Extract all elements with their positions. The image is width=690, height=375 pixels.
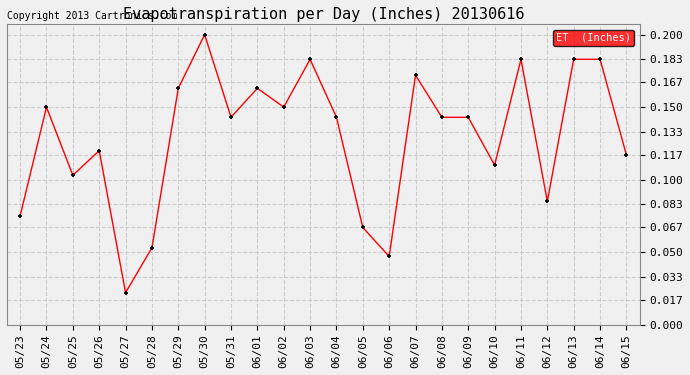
Text: Copyright 2013 Cartronics.com: Copyright 2013 Cartronics.com	[7, 12, 177, 21]
Title: Evapotranspiration per Day (Inches) 20130616: Evapotranspiration per Day (Inches) 2013…	[123, 7, 524, 22]
Legend: ET  (Inches): ET (Inches)	[553, 30, 634, 46]
